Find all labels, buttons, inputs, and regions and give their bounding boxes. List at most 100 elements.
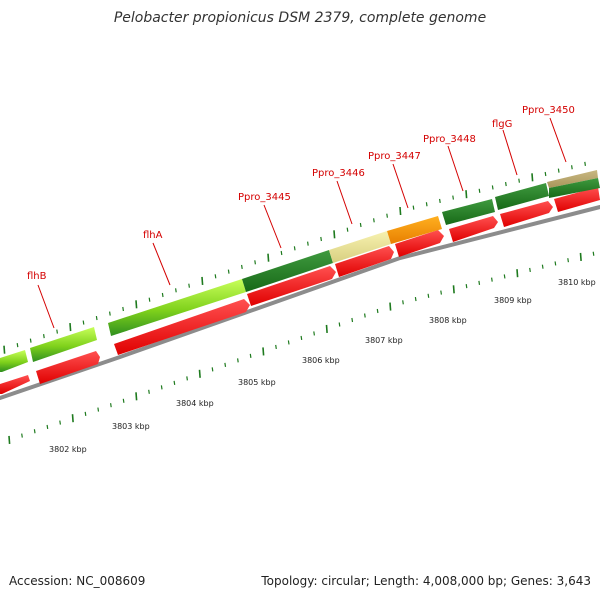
scale-tick <box>148 297 151 302</box>
kbp-label: 3806 kbp <box>302 356 340 365</box>
leader-line <box>336 180 353 225</box>
scale-tick <box>300 335 303 341</box>
scale-tick <box>439 198 441 203</box>
scale-tick <box>554 261 557 266</box>
gene-label-ppro-3450[interactable]: Ppro_3450 <box>522 105 575 116</box>
feature-segment[interactable] <box>0 350 28 372</box>
scale-tick <box>135 392 138 401</box>
kbp-label: 3808 kbp <box>429 316 467 325</box>
cds-arrow[interactable] <box>335 246 394 277</box>
scale-tick <box>287 340 290 345</box>
scale-tick <box>325 324 328 334</box>
scale-tick <box>389 302 392 311</box>
scale-tick <box>214 274 217 279</box>
gene-labels: flhB flhA Ppro_3445 Ppro_3446 Ppro_3447 … <box>27 105 575 282</box>
scale-tick <box>346 227 349 232</box>
scale-tick <box>364 313 366 318</box>
scale-tick <box>465 190 468 199</box>
cds-arrow[interactable] <box>114 299 250 355</box>
feature-segment[interactable] <box>387 216 442 244</box>
scale-tick <box>122 306 124 312</box>
feature-segment[interactable] <box>495 183 549 210</box>
cds-arrow[interactable] <box>500 201 553 227</box>
scale-tick <box>211 367 214 372</box>
scale-tick <box>84 411 87 416</box>
feature-segment[interactable] <box>30 327 97 362</box>
scale-tick <box>351 317 354 323</box>
feature-segment[interactable] <box>108 279 246 336</box>
scale-tick <box>425 202 428 207</box>
scale-tick <box>21 433 23 438</box>
scale-tick <box>491 185 494 190</box>
feature-segment[interactable] <box>442 199 495 225</box>
accession-label: Accession: NC_008609 <box>9 574 146 588</box>
scale-tick <box>293 246 296 251</box>
scale-tick <box>557 168 560 173</box>
scale-tick <box>465 284 468 289</box>
cds-track <box>0 187 600 394</box>
scale-tick <box>69 323 72 332</box>
cds-arrow[interactable] <box>0 375 30 394</box>
scale-tick <box>237 358 239 363</box>
gene-label-flgg[interactable]: flgG <box>492 119 512 130</box>
scale-tick <box>478 188 481 193</box>
scale-tick <box>43 334 45 339</box>
upper-tick-row <box>3 161 586 354</box>
gene-label-flhb[interactable]: flhB <box>27 271 47 282</box>
kbp-label: 3805 kbp <box>238 378 276 387</box>
feature-track <box>0 170 600 372</box>
scale-labels: 3802 kbp 3803 kbp 3804 kbp 3805 kbp 3806… <box>49 278 596 454</box>
cds-arrow[interactable] <box>554 187 600 212</box>
scale-tick <box>376 308 379 314</box>
feature-segment[interactable] <box>547 170 598 188</box>
gene-label-ppro-3448[interactable]: Ppro_3448 <box>423 134 476 145</box>
genome-summary: Topology: circular; Length: 4,008,000 bp… <box>261 574 591 588</box>
scale-tick <box>8 435 11 444</box>
scale-tick <box>186 376 188 381</box>
leader-line <box>549 117 567 163</box>
kbp-label: 3802 kbp <box>49 445 87 454</box>
scale-tick <box>95 315 98 321</box>
kbp-label: 3804 kbp <box>176 399 214 408</box>
feature-segment[interactable] <box>329 231 391 263</box>
gene-label-ppro-3446[interactable]: Ppro_3446 <box>312 168 365 179</box>
scale-tick <box>227 269 230 274</box>
cds-arrow[interactable] <box>449 216 498 242</box>
leader-line <box>447 145 464 192</box>
scale-tick <box>505 181 507 187</box>
scale-tick <box>254 260 256 265</box>
scale-tick <box>386 213 388 218</box>
cds-arrow[interactable] <box>395 230 444 257</box>
scale-tick <box>201 276 204 286</box>
map-title: Pelobacter propionicus DSM 2379, complet… <box>113 10 487 26</box>
gene-label-ppro-3447[interactable]: Ppro_3447 <box>368 151 421 162</box>
gene-leaders <box>37 117 567 329</box>
scale-tick <box>516 269 519 278</box>
scale-tick <box>402 300 404 305</box>
scale-tick <box>571 165 573 170</box>
feature-segment[interactable] <box>242 250 333 292</box>
scale-tick <box>307 241 309 246</box>
scale-tick <box>440 290 442 295</box>
scale-tick <box>452 285 455 294</box>
gene-label-flha[interactable]: flhA <box>143 230 163 241</box>
scale-tick <box>399 206 402 216</box>
cds-arrow[interactable] <box>36 351 100 384</box>
leader-line <box>263 204 282 249</box>
gene-label-ppro-3445[interactable]: Ppro_3445 <box>238 192 291 203</box>
scale-tick <box>46 424 49 429</box>
scale-tick <box>584 161 586 166</box>
scale-tick <box>161 292 164 298</box>
scale-tick <box>175 288 177 293</box>
scale-tick <box>491 277 493 282</box>
feature-segment[interactable] <box>549 178 600 198</box>
scale-tick <box>320 236 322 242</box>
cds-arrow[interactable] <box>247 266 336 306</box>
scale-tick <box>3 345 6 354</box>
scale-tick <box>531 173 534 182</box>
scale-tick <box>503 274 506 279</box>
leader-line <box>502 129 518 176</box>
scale-tick <box>122 398 125 403</box>
scale-tick <box>109 311 111 316</box>
